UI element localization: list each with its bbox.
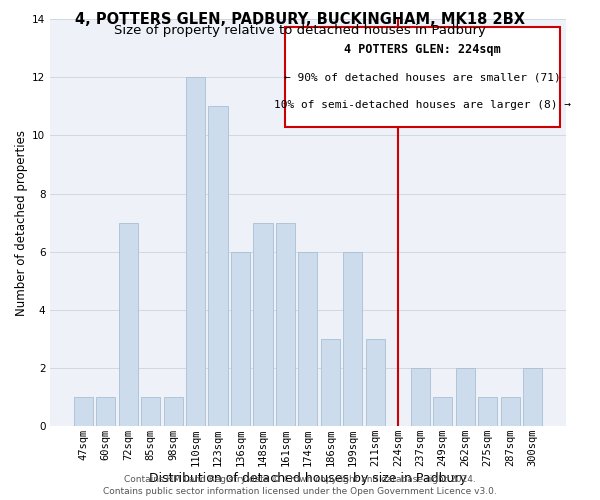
Bar	[298, 252, 317, 426]
Bar	[96, 397, 115, 426]
Bar	[321, 339, 340, 426]
Bar	[253, 222, 272, 426]
Bar	[500, 397, 520, 426]
Bar	[119, 222, 138, 426]
Bar	[186, 77, 205, 426]
Bar	[366, 339, 385, 426]
FancyBboxPatch shape	[285, 27, 560, 127]
Bar	[164, 397, 182, 426]
Bar	[208, 106, 227, 426]
Bar	[478, 397, 497, 426]
Bar	[74, 397, 93, 426]
Text: 4 POTTERS GLEN: 224sqm: 4 POTTERS GLEN: 224sqm	[344, 42, 501, 56]
Bar	[455, 368, 475, 426]
Bar	[276, 222, 295, 426]
Text: 4, POTTERS GLEN, PADBURY, BUCKINGHAM, MK18 2BX: 4, POTTERS GLEN, PADBURY, BUCKINGHAM, MK…	[75, 12, 525, 28]
Bar	[523, 368, 542, 426]
Bar	[231, 252, 250, 426]
Text: Contains HM Land Registry data © Crown copyright and database right 2024.
Contai: Contains HM Land Registry data © Crown c…	[103, 475, 497, 496]
Bar	[343, 252, 362, 426]
Text: ← 90% of detached houses are smaller (71): ← 90% of detached houses are smaller (71…	[284, 72, 561, 82]
Text: Size of property relative to detached houses in Padbury: Size of property relative to detached ho…	[114, 24, 486, 37]
Bar	[433, 397, 452, 426]
Text: 10% of semi-detached houses are larger (8) →: 10% of semi-detached houses are larger (…	[274, 100, 571, 110]
X-axis label: Distribution of detached houses by size in Padbury: Distribution of detached houses by size …	[149, 472, 467, 485]
Bar	[141, 397, 160, 426]
Y-axis label: Number of detached properties: Number of detached properties	[15, 130, 28, 316]
Bar	[410, 368, 430, 426]
